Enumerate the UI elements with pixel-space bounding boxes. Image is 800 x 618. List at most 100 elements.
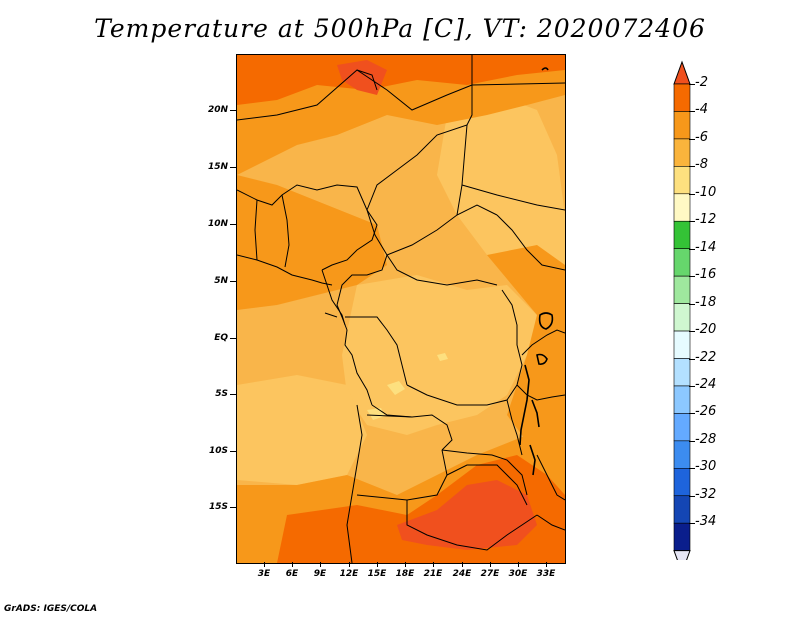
lat-tick [230,451,236,452]
lat-label: 15N [207,162,228,172]
field-pale-patch-1 [387,381,405,395]
lon-tick [264,562,265,567]
lat-tick [230,338,236,339]
colorbar-label: -32 [695,486,717,502]
lon-label: 12E [339,569,359,579]
lat-label: EQ [214,333,228,343]
lon-label: 21E [423,569,443,579]
colorbar-bottom-arrow [673,550,691,560]
lon-label: 24E [452,569,472,579]
colorbar-label: -6 [695,129,708,145]
lat-tick [230,507,236,508]
lat-tick [230,224,236,225]
colorbar-band [673,193,691,222]
colorbar-tick [689,221,695,223]
field-warm-east [487,245,565,475]
lon-label: 33E [536,569,556,579]
lon-tick [546,562,547,567]
lat-label: 10S [208,446,228,456]
colorbar-label: -34 [695,514,717,530]
lon-label: 30E [508,569,528,579]
temperature-map [236,54,566,564]
colorbar [673,60,691,560]
colorbar-label: -30 [695,459,717,475]
field-pale-patch-3 [437,353,448,361]
colorbar-tick [689,523,695,525]
colorbar-tick [689,440,695,442]
colorbar-label: -18 [695,294,717,310]
colorbar-tick [689,276,695,278]
colorbar-label: -16 [695,267,717,283]
colorbar-band [673,330,691,359]
lat-tick [230,394,236,395]
colorbar-label: -10 [695,184,717,200]
lon-label: 3E [257,569,271,579]
colorbar-tick [689,193,695,195]
lat-tick [230,167,236,168]
colorbar-band [673,358,691,387]
lat-label: 5S [215,389,228,399]
lakes [519,67,554,476]
colorbar-band [673,495,691,524]
colorbar-label: -8 [695,157,708,173]
colorbar-band [673,522,691,551]
colorbar-tick [689,303,695,305]
colorbar-tick [689,385,695,387]
colorbar-label: -4 [695,102,708,118]
colorbar-band [673,413,691,442]
colorbar-tick [689,413,695,415]
colorbar-label: -20 [695,322,717,338]
field-light-southwest [237,375,367,485]
field-warm-west [237,175,387,310]
colorbar-band [673,111,691,140]
lon-label: 15E [367,569,387,579]
colorbar-tick [689,166,695,168]
field-hottest-north [337,60,387,95]
political-borders [237,55,565,563]
lon-tick [433,562,434,567]
lon-label: 27E [480,569,500,579]
lon-tick [405,562,406,567]
field-hottest-south [397,480,537,550]
colorbar-band [673,248,691,277]
colorbar-band [673,467,691,497]
colorbar-tick [689,495,695,497]
colorbar-tick [689,331,695,333]
colorbar-label: -2 [695,75,708,90]
lat-label: 5N [214,276,228,286]
temperature-map-svg [237,55,565,563]
colorbar-tick [689,248,695,250]
colorbar-tick [689,138,695,140]
colorbar-band [673,385,691,414]
lon-tick [292,562,293,567]
footer-credit: GrADS: IGES/COLA [4,604,98,614]
lon-tick [462,562,463,567]
colorbar-band [673,83,691,112]
field-light-north [437,95,565,285]
colorbar-band [673,275,691,304]
lon-label: 6E [285,569,299,579]
lat-tick [230,281,236,282]
colorbar-band [673,220,691,250]
plot-title: Temperature at 500hPa [C], VT: 202007240… [94,14,706,43]
colorbar-label: -26 [695,404,717,420]
lon-tick [320,562,321,567]
lon-label: 9E [313,569,327,579]
lon-label: 18E [395,569,415,579]
colorbar-band [673,303,691,332]
colorbar-band [673,138,691,167]
colorbar-tick [689,111,695,113]
lon-tick [349,562,350,567]
colorbar-label: -12 [695,212,717,228]
colorbar-label: -28 [695,431,717,447]
colorbar-label: -24 [695,376,717,392]
colorbar-band [673,440,691,469]
colorbar-top-arrow [673,60,691,85]
field-hot-north [237,55,565,105]
colorbar-tick [689,84,695,85]
lat-label: 20N [207,105,228,115]
lon-tick [518,562,519,567]
lat-label: 15S [208,502,228,512]
colorbar-band [673,166,691,195]
lon-tick [490,562,491,567]
